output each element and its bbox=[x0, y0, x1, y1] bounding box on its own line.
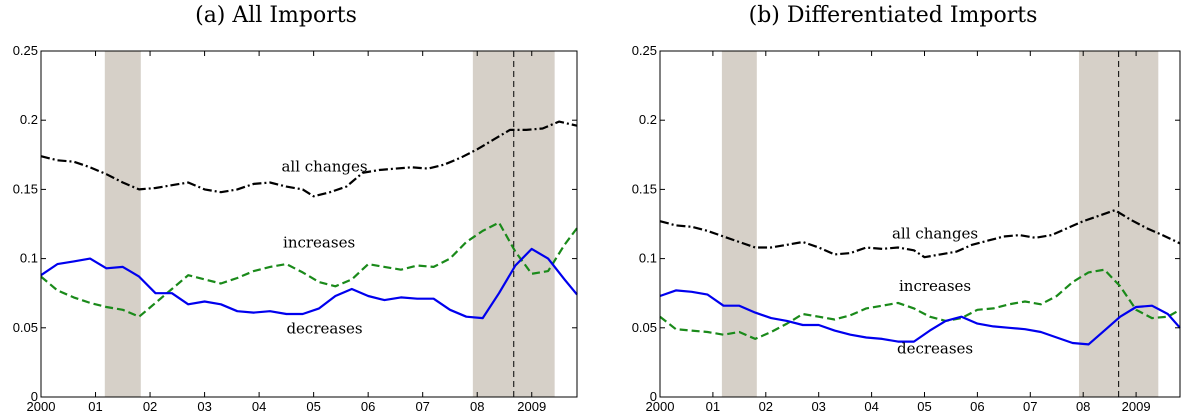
x-tick-label: 2000 bbox=[646, 399, 675, 414]
plot-frame bbox=[40, 50, 578, 398]
x-tick-label: 08 bbox=[470, 399, 484, 414]
x-tick-label: 02 bbox=[143, 399, 157, 414]
series-annotation: decreases bbox=[286, 319, 362, 337]
panel-title-differentiated-imports: (b) Differentiated Imports bbox=[749, 3, 1038, 28]
x-tick-label: 06 bbox=[361, 399, 375, 414]
x-tick-label: 05 bbox=[917, 399, 931, 414]
y-tick-label: 0 bbox=[31, 389, 38, 404]
x-tick-label: 02 bbox=[759, 399, 773, 414]
x-tick-label: 04 bbox=[252, 399, 266, 414]
x-tick-label: 04 bbox=[864, 399, 878, 414]
shaded-period-1 bbox=[104, 51, 141, 397]
x-tick-label: 07 bbox=[415, 399, 429, 414]
y-tick-label: 0.15 bbox=[13, 181, 38, 196]
series-line-decreases bbox=[659, 289, 1181, 346]
x-tick-label: 2009 bbox=[1122, 399, 1151, 414]
panel-all-imports: (a) All Imports 0 0.05 0.1 0.15 0.2 0.25 2000 0… bbox=[13, 3, 578, 414]
panel-differentiated-imports: (b) Differentiated Imports 0 0.05 0.1 0.15 0… bbox=[632, 3, 1181, 414]
series-annotation: all changes bbox=[892, 225, 978, 243]
x-tick-label: 05 bbox=[306, 399, 320, 414]
y-tick-label: 0.1 bbox=[639, 251, 657, 266]
x-tick-label: 01 bbox=[88, 399, 102, 414]
panel-title-all-imports: (a) All Imports bbox=[195, 3, 357, 28]
series-line-increases bbox=[659, 268, 1181, 340]
y-tick-label: 0.1 bbox=[20, 251, 38, 266]
plot-frame bbox=[659, 50, 1181, 398]
series-line-all bbox=[40, 120, 578, 198]
x-tick-label: 2000 bbox=[27, 399, 56, 414]
y-tick-label: 0.25 bbox=[632, 43, 657, 58]
y-tick-label: 0.2 bbox=[639, 112, 657, 127]
y-tick-label: 0.05 bbox=[13, 320, 38, 335]
series-line-decreases bbox=[40, 247, 578, 320]
series-line-all bbox=[659, 209, 1181, 259]
x-tick-label: 01 bbox=[706, 399, 720, 414]
series-annotation: all changes bbox=[281, 157, 367, 175]
x-tick-label: 06 bbox=[970, 399, 984, 414]
series-annotation: increases bbox=[899, 277, 971, 295]
x-tick-label: 07 bbox=[1023, 399, 1037, 414]
shaded-period-1 bbox=[721, 51, 757, 397]
series-line-increases bbox=[40, 221, 578, 318]
y-tick-label: 0 bbox=[650, 389, 657, 404]
x-tick-label: 03 bbox=[811, 399, 825, 414]
y-tick-label: 0.05 bbox=[632, 320, 657, 335]
x-tick-label: 2009 bbox=[517, 399, 546, 414]
x-tick-label: 03 bbox=[197, 399, 211, 414]
series-annotation: increases bbox=[283, 234, 355, 252]
y-tick-label: 0.15 bbox=[632, 181, 657, 196]
x-tick-label: 08 bbox=[1076, 399, 1090, 414]
series-annotation: decreases bbox=[897, 339, 973, 357]
y-tick-label: 0.2 bbox=[20, 112, 38, 127]
y-tick-label: 0.25 bbox=[13, 43, 38, 58]
